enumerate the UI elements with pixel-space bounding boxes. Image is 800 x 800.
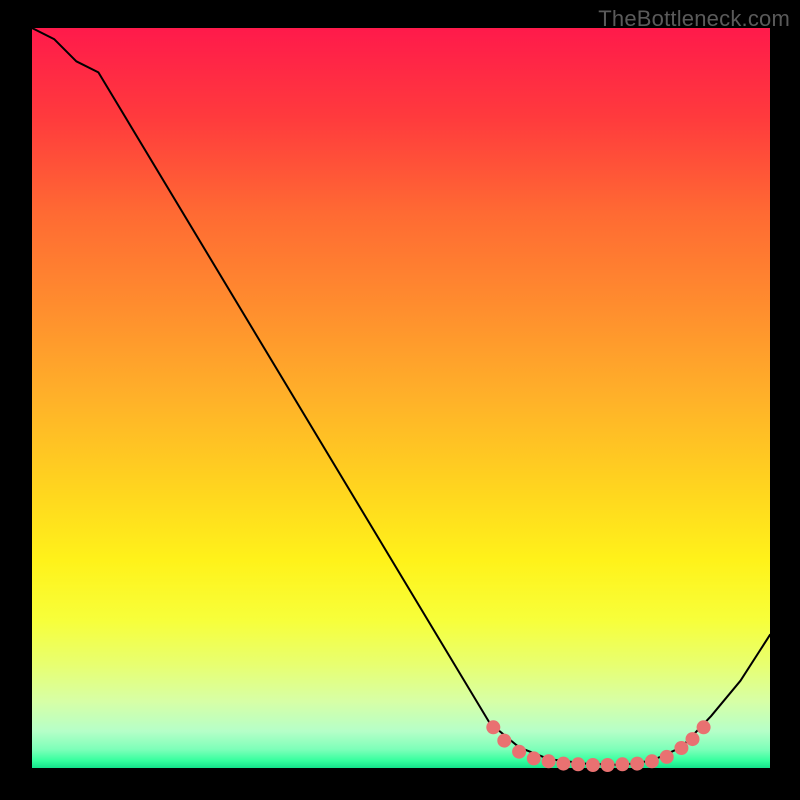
chart-svg bbox=[0, 0, 800, 800]
watermark-text: TheBottleneck.com bbox=[598, 6, 790, 32]
chart-frame: TheBottleneck.com bbox=[0, 0, 800, 800]
